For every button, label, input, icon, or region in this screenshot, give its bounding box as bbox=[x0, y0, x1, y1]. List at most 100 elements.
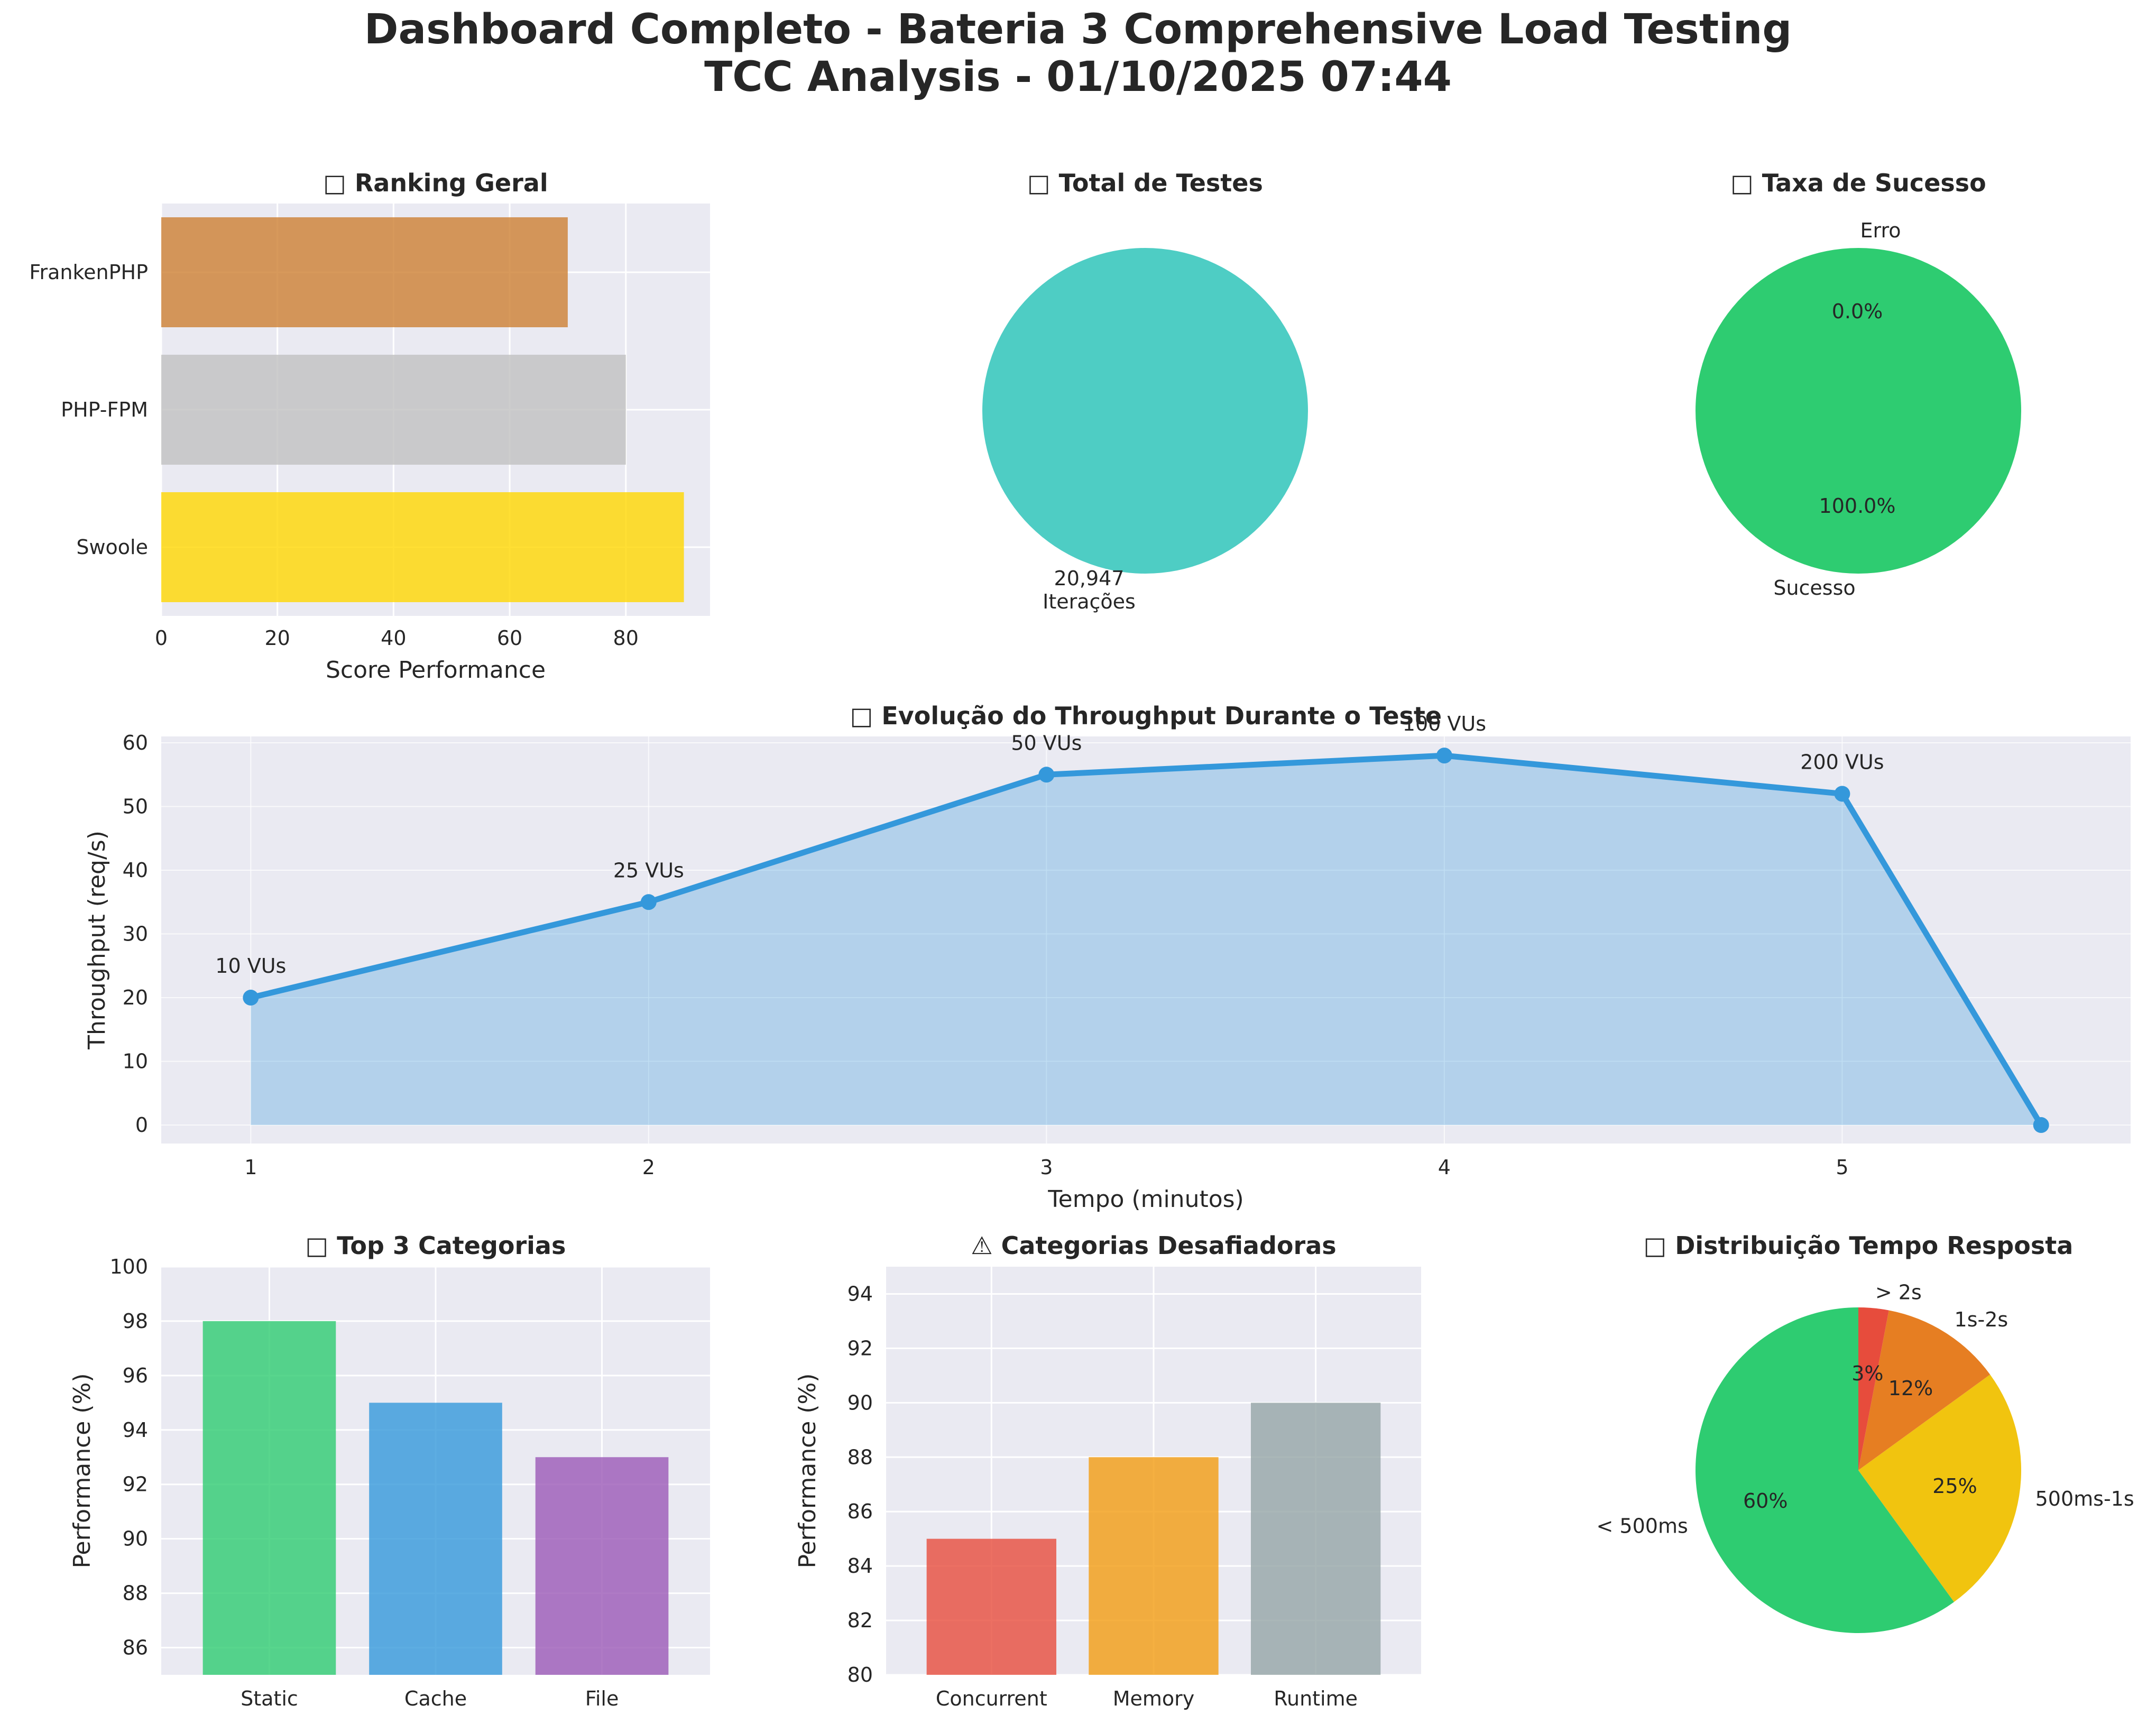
throughput-x-tick-label: 3 bbox=[1040, 1156, 1053, 1179]
ranking-bar-php-fpm bbox=[161, 355, 626, 465]
throughput-chart: 0 10 20 30 40 50 60 1 2 3 4 5 10 VUs 25 VUs 50 VUs 100 … bbox=[84, 702, 2131, 1213]
response-slice bbox=[1858, 1307, 1889, 1470]
throughput-x-tick-label: 4 bbox=[1438, 1156, 1451, 1179]
challenging-y-tick-label: 82 bbox=[847, 1609, 873, 1632]
top3-category-label: Static bbox=[241, 1687, 298, 1710]
total-tests-unit-label: Iterações bbox=[1043, 590, 1136, 613]
response-slice-pct: 12% bbox=[1888, 1377, 1933, 1400]
response-slice-pct: 60% bbox=[1743, 1489, 1788, 1513]
figure-title-line-1: Dashboard Completo - Bateria 3 Comprehen… bbox=[364, 6, 1792, 53]
response-slice-label: > 2s bbox=[1875, 1281, 1922, 1304]
top3-chart: 86 88 90 92 94 96 98 100 Static Cache File □ Top 3 … bbox=[69, 1231, 710, 1710]
ranking-bar-swoole bbox=[161, 492, 684, 602]
top3-title: □ Top 3 Categorias bbox=[306, 1231, 566, 1260]
total-tests-pie-slice bbox=[982, 248, 1308, 574]
success-rate-title: □ Taxa de Sucesso bbox=[1730, 169, 1986, 197]
top3-category-label: File bbox=[585, 1687, 619, 1710]
challenging-category-label: Runtime bbox=[1274, 1687, 1358, 1710]
challenging-category-label: Memory bbox=[1113, 1687, 1195, 1710]
throughput-point bbox=[1038, 767, 1055, 783]
throughput-annotation: 200 VUs bbox=[1800, 750, 1884, 773]
challenging-y-tick-label: 80 bbox=[847, 1663, 873, 1686]
success-pie-slice-sucesso bbox=[1696, 248, 2021, 574]
throughput-y-tick-label: 50 bbox=[123, 795, 148, 818]
top3-y-tick-label: 96 bbox=[123, 1364, 148, 1387]
success-label-sucesso: Sucesso bbox=[1773, 576, 1855, 600]
throughput-point bbox=[2033, 1117, 2049, 1133]
throughput-annotation: 25 VUs bbox=[613, 859, 684, 882]
success-label-erro: Erro bbox=[1860, 219, 1901, 242]
throughput-y-tick-label: 30 bbox=[123, 923, 148, 946]
challenging-y-tick-label: 84 bbox=[847, 1554, 873, 1578]
throughput-point bbox=[1834, 786, 1850, 802]
total-tests-title: □ Total de Testes bbox=[1027, 169, 1263, 197]
top3-y-tick-label: 86 bbox=[123, 1636, 148, 1660]
ranking-title: □ Ranking Geral bbox=[323, 169, 548, 197]
response-time-chart: < 500ms 60% 500ms-1s 25% 1s-2s 12% > 2s 3% □ Dis… bbox=[1597, 1231, 2134, 1633]
top3-bar-cache bbox=[369, 1403, 502, 1675]
throughput-annotation: 10 VUs bbox=[215, 954, 286, 978]
challenging-bar-memory bbox=[1089, 1457, 1219, 1675]
response-slice bbox=[1858, 1310, 1991, 1470]
ranking-x-tick-label: 80 bbox=[613, 626, 639, 650]
response-time-title: □ Distribuição Tempo Resposta bbox=[1644, 1231, 2074, 1260]
challenging-y-tick-label: 94 bbox=[847, 1282, 873, 1305]
response-slice-pct: 3% bbox=[1851, 1362, 1883, 1385]
throughput-x-tick-label: 1 bbox=[244, 1156, 257, 1179]
throughput-title: □ Evolução do Throughput Durante o Teste bbox=[850, 702, 1442, 730]
top3-y-tick-label: 88 bbox=[123, 1582, 148, 1605]
challenging-y-tick-label: 90 bbox=[847, 1391, 873, 1414]
ranking-category-label: Swoole bbox=[76, 536, 148, 559]
challenging-title: ⚠ Categorias Desafiadoras bbox=[971, 1231, 1336, 1260]
top3-bar-file bbox=[535, 1457, 669, 1675]
response-slice-label: 500ms-1s bbox=[2035, 1487, 2134, 1510]
throughput-y-tick-label: 40 bbox=[123, 859, 148, 882]
throughput-y-axis-label: Throughput (req/s) bbox=[84, 831, 110, 1050]
response-slice-label: < 500ms bbox=[1597, 1515, 1688, 1538]
throughput-area-fill bbox=[251, 755, 2041, 1126]
top3-y-axis-label: Performance (%) bbox=[69, 1373, 96, 1569]
response-slice-pct: 25% bbox=[1932, 1474, 1977, 1498]
throughput-y-tick-label: 0 bbox=[135, 1113, 148, 1137]
ranking-x-axis-label: Score Performance bbox=[326, 657, 546, 684]
throughput-x-tick-label: 2 bbox=[642, 1156, 655, 1179]
throughput-point bbox=[640, 894, 657, 910]
throughput-y-tick-label: 60 bbox=[123, 731, 148, 754]
ranking-x-tick-label: 60 bbox=[497, 626, 522, 650]
ranking-x-tick-label: 0 bbox=[155, 626, 168, 650]
challenging-y-tick-label: 92 bbox=[847, 1336, 873, 1360]
challenging-y-tick-label: 86 bbox=[847, 1500, 873, 1523]
challenging-bar-runtime bbox=[1251, 1403, 1381, 1675]
throughput-y-tick-label: 10 bbox=[123, 1050, 148, 1073]
top3-y-tick-label: 100 bbox=[109, 1255, 148, 1278]
ranking-category-label: PHP-FPM bbox=[61, 398, 148, 421]
throughput-x-tick-label: 5 bbox=[1836, 1156, 1848, 1179]
challenging-bar-concurrent bbox=[926, 1538, 1056, 1675]
ranking-x-tick-label: 20 bbox=[265, 626, 290, 650]
challenging-y-tick-label: 88 bbox=[847, 1445, 873, 1469]
top3-category-label: Cache bbox=[404, 1687, 467, 1710]
challenging-category-label: Concurrent bbox=[936, 1687, 1047, 1710]
total-tests-count-label: 20,947 bbox=[1054, 567, 1125, 590]
throughput-annotation: 50 VUs bbox=[1011, 731, 1082, 754]
success-rate-chart: □ Taxa de Sucesso Sucesso Erro 100.0% 0.0% bbox=[1696, 169, 2021, 600]
ranking-x-tick-label: 40 bbox=[381, 626, 406, 650]
throughput-x-axis-label: Tempo (minutos) bbox=[1047, 1186, 1243, 1213]
figure-title-line-2: TCC Analysis - 01/10/2025 07:44 bbox=[704, 53, 1452, 101]
response-slice bbox=[1696, 1307, 1955, 1633]
success-pct-erro: 0.0% bbox=[1832, 300, 1883, 323]
top3-y-tick-label: 98 bbox=[123, 1310, 148, 1333]
response-slice bbox=[1858, 1374, 2021, 1602]
ranking-chart: 0 20 40 60 80 Swoole PHP-FPM FrankenPHP □ Rankin… bbox=[29, 169, 710, 684]
throughput-y-tick-label: 20 bbox=[123, 986, 148, 1009]
response-slice-label: 1s-2s bbox=[1955, 1308, 2008, 1331]
ranking-bar-frankenphp bbox=[161, 217, 568, 327]
throughput-annotation: 100 VUs bbox=[1403, 712, 1486, 735]
throughput-line bbox=[250, 752, 2044, 1127]
challenging-y-axis-label: Performance (%) bbox=[794, 1373, 821, 1569]
success-pct-sucesso: 100.0% bbox=[1819, 494, 1896, 518]
top3-y-tick-label: 94 bbox=[123, 1418, 148, 1442]
